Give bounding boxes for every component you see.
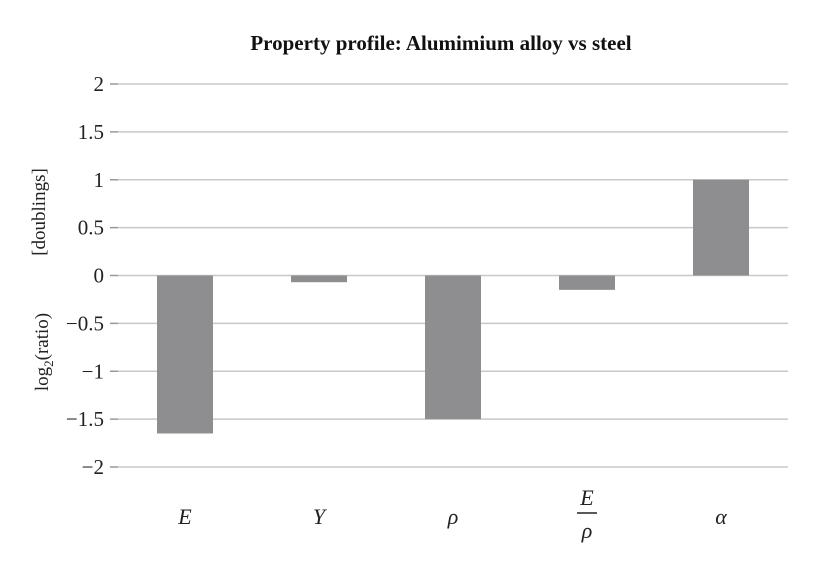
y-tick-label: 0 bbox=[94, 264, 105, 288]
y-tick-label: −2 bbox=[82, 455, 104, 479]
x-category-numerator: E bbox=[579, 485, 594, 510]
y-axis-title-subscript: 2 bbox=[41, 360, 56, 367]
y-axis-ticks: 2 1.5 1 0.5 0 −0.5 −1 −1.5 −2 bbox=[66, 72, 118, 479]
x-category-denominator: ρ bbox=[581, 518, 593, 543]
y-tick-label: 1 bbox=[94, 168, 105, 192]
bar bbox=[157, 275, 213, 434]
y-axis-title-line2: log2(ratio) bbox=[32, 313, 56, 391]
y-tick-label: −1 bbox=[82, 359, 104, 383]
x-category-label: α bbox=[715, 504, 727, 529]
bar bbox=[693, 179, 749, 276]
chart-title: Property profile: Alumimium alloy vs ste… bbox=[250, 31, 631, 55]
y-axis-title-log: log bbox=[32, 366, 53, 391]
x-category-label: Y bbox=[313, 504, 328, 529]
y-axis-title-ratio: (ratio) bbox=[32, 313, 53, 360]
x-category-label: ρ bbox=[447, 504, 459, 529]
y-axis-title-line1: [doublings] bbox=[29, 168, 50, 256]
y-tick-label: −1.5 bbox=[66, 407, 104, 431]
y-axis-title: [doublings] log2(ratio) bbox=[29, 168, 56, 391]
gridlines bbox=[118, 83, 788, 468]
bar bbox=[559, 275, 615, 290]
bar bbox=[291, 275, 347, 283]
bars bbox=[157, 179, 749, 434]
y-tick-label: 1.5 bbox=[78, 120, 104, 144]
y-tick-label: 0.5 bbox=[78, 216, 104, 240]
x-category-label: E bbox=[177, 504, 192, 529]
bar bbox=[425, 275, 481, 420]
y-tick-label: −0.5 bbox=[66, 311, 104, 335]
x-category-label-fraction: Eρ bbox=[577, 485, 597, 543]
y-tick-label: 2 bbox=[94, 72, 105, 96]
